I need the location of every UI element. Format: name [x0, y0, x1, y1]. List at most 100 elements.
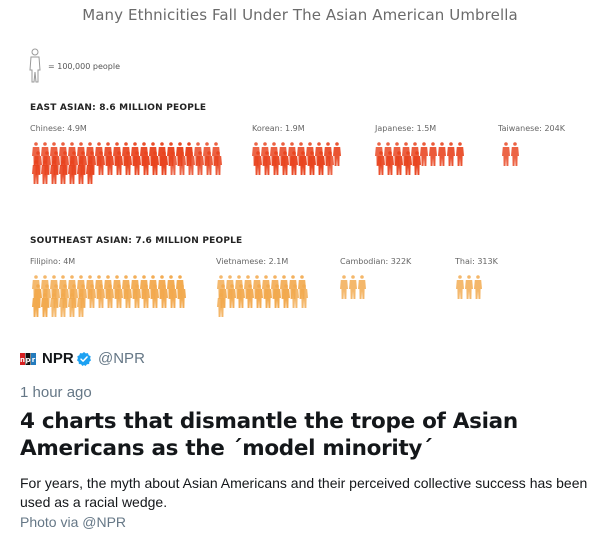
person-figure — [290, 151, 298, 175]
person-figure — [456, 275, 464, 299]
person-figure — [133, 284, 141, 308]
person-figure — [300, 284, 308, 308]
person-figure — [447, 142, 455, 166]
pictogram-figures — [32, 142, 519, 317]
person-figure — [255, 284, 263, 308]
tweet-photo[interactable]: Many Ethnicities Fall Under The Asian Am… — [0, 0, 600, 342]
figure-group-thai — [456, 275, 482, 299]
person-figure — [169, 151, 177, 175]
npr-logo-icon[interactable]: n p r — [20, 351, 36, 367]
legend-label: = 100,000 people — [48, 62, 120, 71]
person-figure — [214, 151, 222, 175]
person-figure — [264, 284, 272, 308]
person-figure — [59, 293, 67, 317]
person-figure — [196, 151, 204, 175]
person-figure — [228, 284, 236, 308]
person-figure — [386, 151, 394, 175]
svg-text:n: n — [20, 356, 25, 364]
figure-group-taiwanese — [502, 142, 519, 166]
person-figure — [77, 293, 85, 317]
person-figure — [299, 151, 307, 175]
person-figure — [115, 284, 123, 308]
svg-text:p: p — [25, 356, 30, 364]
person-figure — [281, 151, 289, 175]
person-figure — [115, 151, 123, 175]
figure-group-filipino — [32, 275, 186, 317]
group-label-taiwanese: Taiwanese: 204K — [498, 124, 565, 133]
person-figure — [474, 275, 482, 299]
group-label-japanese: Japanese: 1.5M — [375, 124, 437, 133]
author-handle[interactable]: @NPR — [98, 350, 145, 367]
person-figure — [326, 151, 334, 175]
person-figure — [317, 151, 325, 175]
person-figure — [41, 293, 49, 317]
person-figure — [50, 160, 58, 184]
person-figure — [169, 284, 177, 308]
figure-group-cambodian — [340, 275, 366, 299]
chart-title: Many Ethnicities Fall Under The Asian Am… — [82, 6, 518, 24]
person-figure — [254, 151, 262, 175]
person-figure — [106, 284, 114, 308]
figure-group-chinese — [32, 142, 222, 184]
person-figure — [106, 151, 114, 175]
person-figure — [178, 284, 186, 308]
person-figure — [395, 151, 403, 175]
person-figure — [511, 142, 519, 166]
figure-group-vietnamese — [217, 275, 308, 317]
person-figure — [68, 160, 76, 184]
person-figure — [205, 151, 213, 175]
person-figure — [41, 160, 49, 184]
group-label-cambodian: Cambodian: 322K — [340, 257, 412, 266]
verified-badge-icon — [77, 352, 91, 366]
person-figure — [32, 293, 40, 317]
section-title-southeast-asian: SOUTHEAST ASIAN: 7.6 MILLION PEOPLE — [30, 236, 243, 246]
person-figure — [32, 160, 40, 184]
group-label-thai: Thai: 313K — [455, 257, 498, 266]
person-figure — [142, 284, 150, 308]
photo-credit: Photo via @NPR — [20, 514, 127, 530]
person-figure — [333, 142, 341, 166]
person-figure — [97, 151, 105, 175]
person-figure — [273, 284, 281, 308]
person-figure — [77, 160, 85, 184]
person-figure — [340, 275, 348, 299]
person-figure — [217, 293, 225, 317]
person-figure — [86, 160, 94, 184]
person-figure — [282, 284, 290, 308]
figure-group-korean — [252, 142, 341, 175]
person-figure — [142, 151, 150, 175]
person-figure — [187, 151, 195, 175]
person-figure — [465, 275, 473, 299]
person-figure — [377, 151, 385, 175]
author-name[interactable]: NPR — [42, 350, 74, 367]
timestamp[interactable]: 1 hour ago — [20, 384, 92, 401]
person-figure — [124, 284, 132, 308]
person-figure — [151, 284, 159, 308]
person-figure — [308, 151, 316, 175]
article-headline[interactable]: 4 charts that dismantle the trope of Asi… — [20, 409, 518, 461]
person-figure — [263, 151, 271, 175]
person-figure — [178, 151, 186, 175]
group-label-korean: Korean: 1.9M — [252, 124, 305, 133]
figure-group-japanese — [375, 142, 464, 175]
person-figure — [358, 275, 366, 299]
group-label-filipino: Filipino: 4M — [30, 257, 76, 266]
person-figure — [420, 142, 428, 166]
person-figure — [456, 142, 464, 166]
person-figure — [291, 284, 299, 308]
person-figure — [97, 284, 105, 308]
person-figure — [133, 151, 141, 175]
person-figure — [124, 151, 132, 175]
person-figure — [160, 284, 168, 308]
person-outline-icon — [29, 48, 41, 83]
person-figure — [237, 284, 245, 308]
person-figure — [50, 293, 58, 317]
person-figure — [59, 160, 67, 184]
person-figure — [151, 151, 159, 175]
person-figure — [438, 142, 446, 166]
person-figure — [272, 151, 280, 175]
group-label-vietnamese: Vietnamese: 2.1M — [216, 257, 289, 266]
person-figure — [68, 293, 76, 317]
person-figure — [429, 142, 437, 166]
